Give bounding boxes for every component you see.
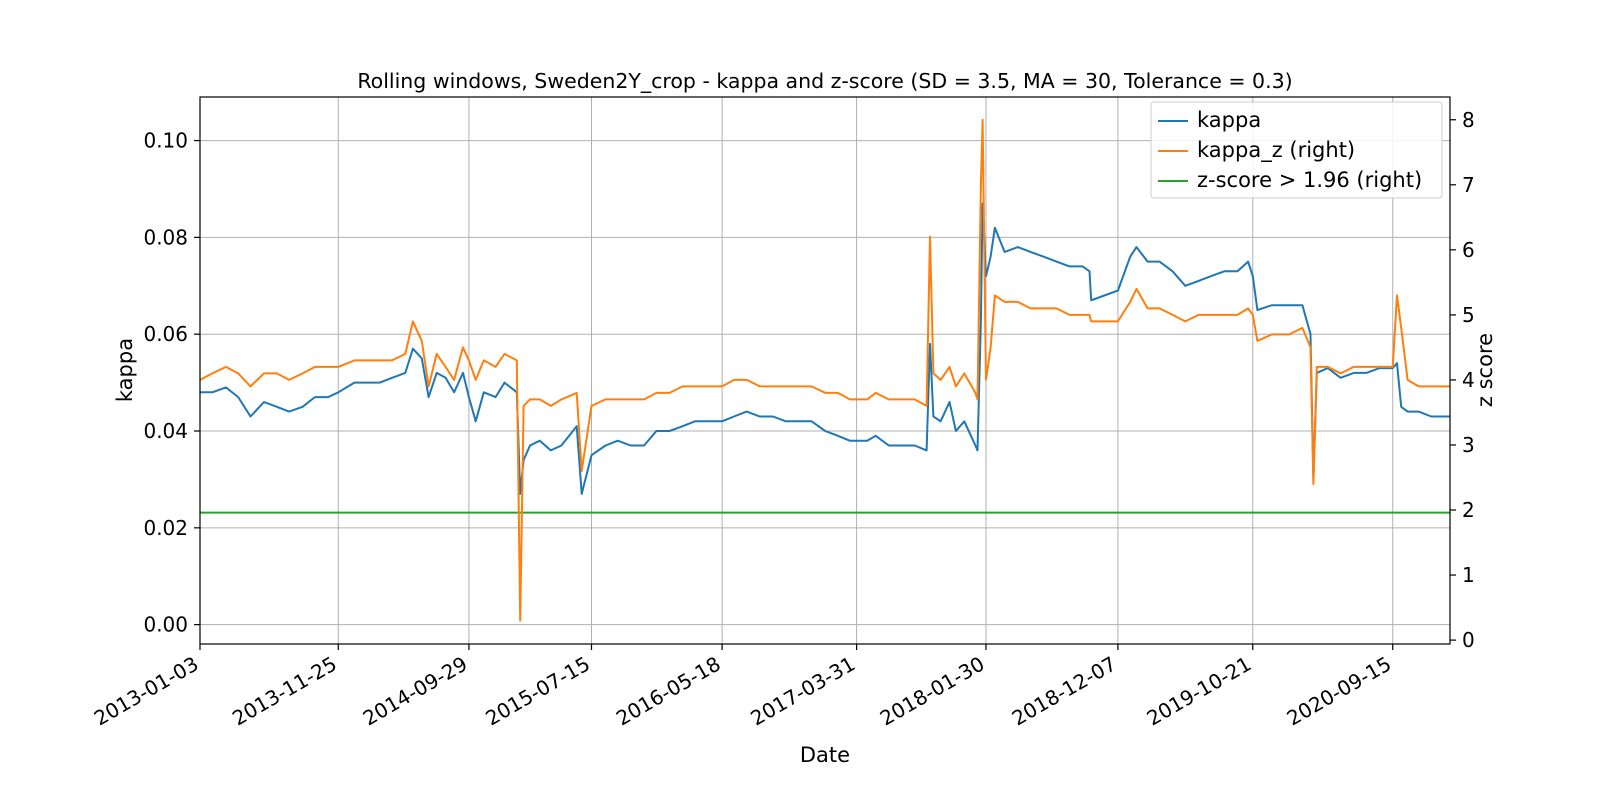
series-line-kappa	[200, 202, 1450, 495]
plot-frame	[199, 96, 1451, 645]
legend-box	[1150, 101, 1443, 199]
y-axis-left: 0.00 0.02 0.04 0.06 0.08 0.10	[143, 129, 200, 637]
y-axis-right-title: z score	[1473, 333, 1497, 407]
y-left-tick-label: 0.10	[143, 129, 188, 153]
y-right-tick-label: 1	[1462, 563, 1475, 587]
y-left-tick-label: 0.08	[143, 225, 188, 249]
legend-label-kappa: kappa	[1197, 108, 1261, 132]
legend-label-z-threshold: z-score > 1.96 (right)	[1197, 168, 1422, 192]
y-right-tick-label: 4	[1462, 368, 1475, 392]
y-right-tick-label: 6	[1462, 238, 1475, 262]
x-axis-title: Date	[800, 743, 850, 767]
y-left-tick-label: 0.02	[143, 516, 188, 540]
y-right-tick-label: 8	[1462, 108, 1475, 132]
series-line-kappa-z-right	[199, 118, 1450, 622]
y-axis-left-title: kappa	[113, 338, 137, 402]
y-right-tick-label: 2	[1462, 498, 1475, 522]
y-right-tick-label: 3	[1462, 433, 1475, 457]
legend-label-kappa-z: kappa_z (right)	[1197, 138, 1355, 163]
y-left-tick-label: 0.00	[143, 613, 188, 637]
y-right-tick-label: 7	[1462, 173, 1475, 197]
y-left-tick-label: 0.04	[143, 419, 188, 443]
chart-title: Rolling windows, Sweden2Y_crop - kappa a…	[357, 69, 1292, 94]
legend: kappa kappa_z (right) z-score > 1.96 (ri…	[1150, 101, 1443, 199]
plot-lines	[199, 118, 1450, 622]
y-right-tick-label: 5	[1462, 303, 1475, 327]
y-axis-right: 0 1 2 3 4 5 6 7 8	[1450, 108, 1475, 652]
y-left-tick-label: 0.06	[143, 322, 188, 346]
y-right-tick-label: 0	[1462, 628, 1475, 652]
